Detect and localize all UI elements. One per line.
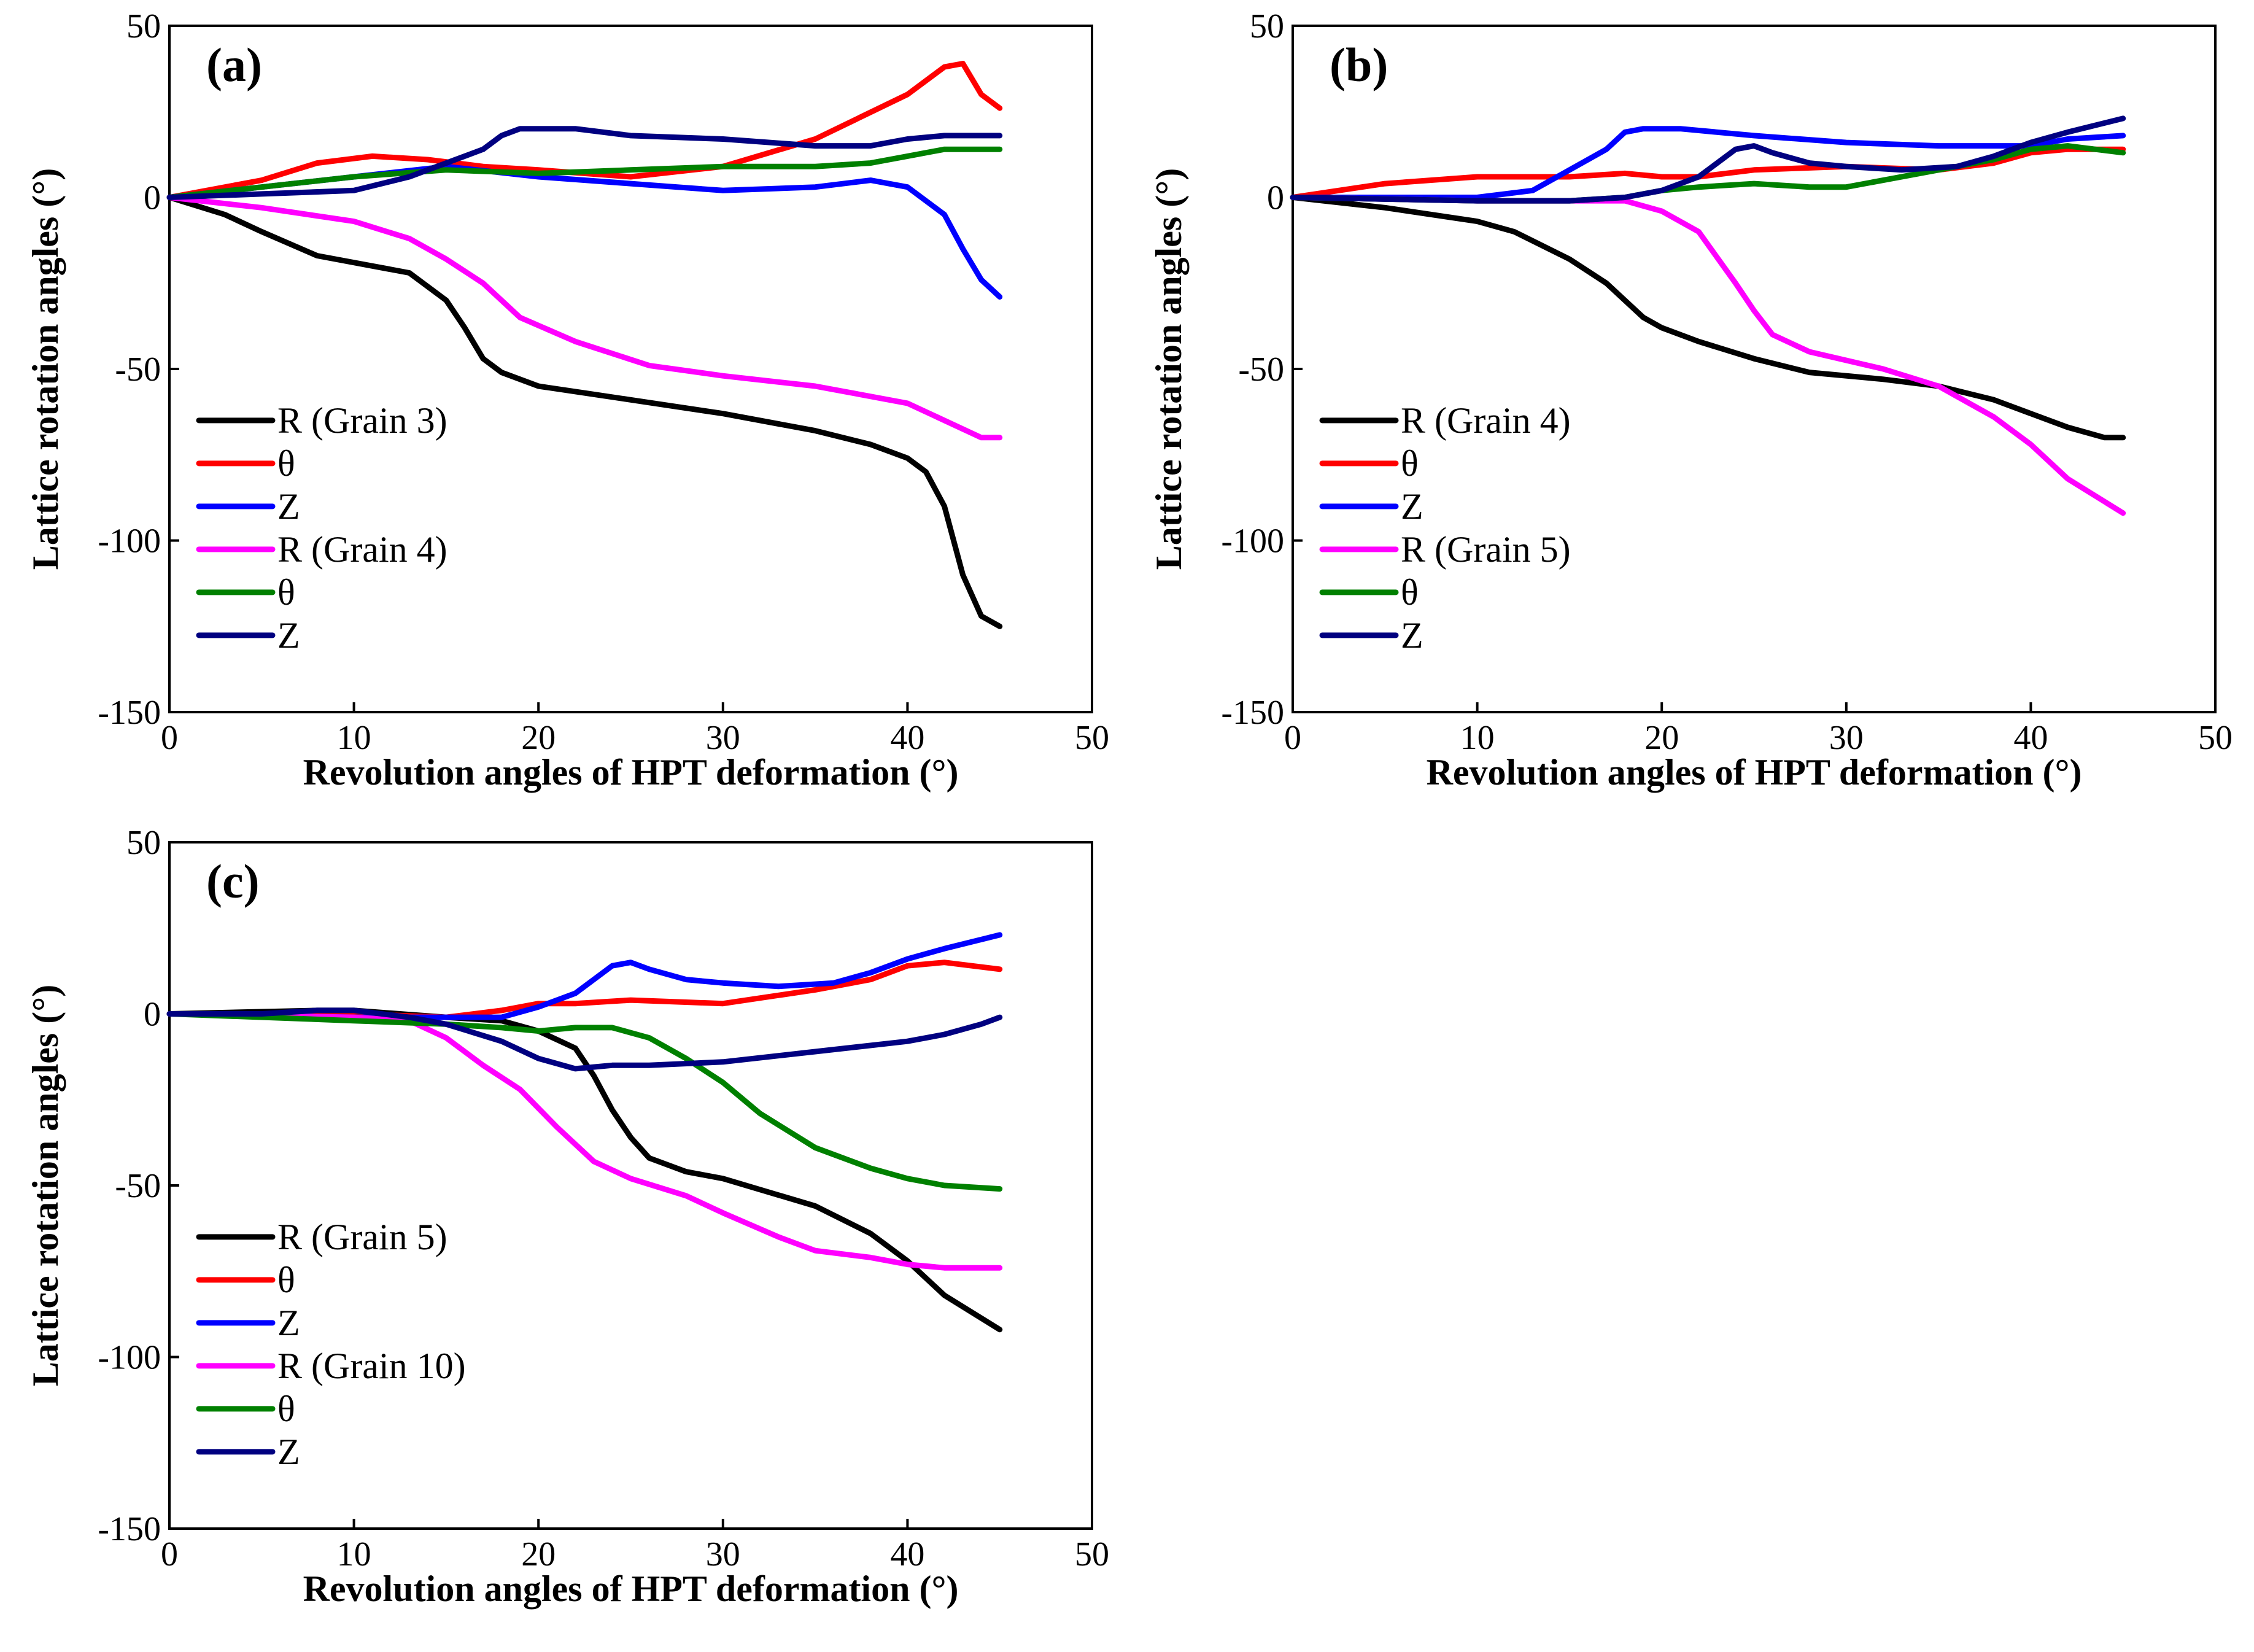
x-tick-label: 40 — [2013, 719, 2048, 757]
x-tick-label: 50 — [2198, 719, 2233, 757]
chart-panel-c: 0 10 20 30 40 50 50 0 -50 -100 -150 Revolution angl… — [25, 824, 1109, 1609]
legend-entry: Z — [1401, 486, 1423, 527]
legend-entry: θ — [1401, 572, 1419, 613]
y-tick-label: 0 — [1267, 179, 1284, 217]
legend-entry: θ — [277, 443, 295, 484]
panel-label: (c) — [206, 855, 260, 908]
y-tick-label: 50 — [1250, 7, 1284, 45]
y-tick-label: -100 — [98, 1339, 161, 1377]
x-tick-label: 50 — [1075, 719, 1109, 757]
y-tick-label: 50 — [126, 7, 161, 45]
panel-label: (a) — [206, 38, 262, 91]
series-line-5 — [166, 146, 1003, 200]
legend-entry: Z — [277, 1432, 300, 1472]
legend-entry: R (Grain 10) — [277, 1346, 466, 1386]
chart-panel-a: 0 10 20 30 40 50 50 0 -50 -100 -150 Revolution angl… — [25, 7, 1109, 793]
legend-entry: R (Grain 4) — [277, 529, 447, 570]
legend-entry: θ — [277, 1260, 295, 1300]
x-tick-label: 10 — [337, 1535, 371, 1573]
x-tick-label: 30 — [706, 719, 740, 757]
x-tick-label: 10 — [1460, 719, 1495, 757]
y-tick-label: 0 — [144, 179, 161, 217]
y-tick-label: -150 — [98, 694, 161, 732]
y-tick-label: 50 — [126, 824, 161, 862]
x-tick-label: 30 — [1829, 719, 1864, 757]
series-line-2 — [166, 61, 1003, 200]
y-tick-label: -50 — [1238, 351, 1284, 389]
x-axis-title: Revolution angles of HPT deformation (°) — [1427, 752, 2082, 793]
x-tick-label: 40 — [890, 1535, 924, 1573]
x-tick-label: 0 — [161, 719, 178, 757]
series-line-6 — [166, 1007, 1003, 1072]
y-tick-label: -100 — [1221, 522, 1284, 560]
x-tick-label: 20 — [521, 719, 556, 757]
x-tick-label: 20 — [521, 1535, 556, 1573]
legend-entry: Z — [277, 615, 300, 656]
plot-frame — [168, 25, 1093, 713]
y-axis-title: Lattice rotation angles (°) — [1148, 168, 1189, 570]
legend-entry: Z — [277, 1303, 300, 1343]
y-tick-label: 0 — [144, 996, 161, 1034]
legend-entry: Z — [1401, 615, 1423, 656]
x-axis-title: Revolution angles of HPT deformation (°) — [303, 752, 959, 793]
series-line-3 — [166, 932, 1003, 1020]
chart-panel-b: 0 10 20 30 40 50 50 0 -50 -100 -150 Revolution angl… — [1148, 7, 2233, 793]
y-axis-title: Lattice rotation angles (°) — [25, 168, 66, 570]
x-tick-label: 20 — [1644, 719, 1679, 757]
x-tick-label: 40 — [890, 719, 924, 757]
x-tick-label: 0 — [161, 1535, 178, 1573]
series-line-6 — [1290, 115, 2126, 204]
series-line-4 — [166, 195, 1003, 441]
x-tick-label: 50 — [1075, 1535, 1109, 1573]
legend-entry: θ — [277, 572, 295, 613]
y-tick-label: -150 — [1221, 694, 1284, 732]
legend-entry: R (Grain 4) — [1401, 400, 1571, 441]
series-line-1 — [1290, 195, 2126, 441]
x-tick-label: 0 — [1284, 719, 1301, 757]
x-tick-label: 30 — [706, 1535, 740, 1573]
legend-entry: R (Grain 5) — [1401, 529, 1571, 570]
legend-entry: R (Grain 3) — [277, 400, 447, 441]
series-line-4 — [166, 1011, 1003, 1271]
legend-entry: Z — [277, 486, 300, 527]
x-axis-title: Revolution angles of HPT deformation (°) — [303, 1569, 959, 1609]
series-line-5 — [166, 1011, 1003, 1192]
legend-entry: R (Grain 5) — [277, 1217, 447, 1257]
panel-label: (b) — [1330, 38, 1388, 91]
series-line-2 — [1290, 146, 2126, 200]
series-line-6 — [166, 126, 1003, 200]
y-axis-title: Lattice rotation angles (°) — [25, 985, 66, 1386]
y-tick-label: -50 — [115, 351, 161, 389]
y-tick-label: -50 — [115, 1167, 161, 1205]
legend-entry: θ — [277, 1389, 295, 1429]
y-tick-label: -150 — [98, 1510, 161, 1548]
x-tick-label: 10 — [337, 719, 371, 757]
legend-entry: θ — [1401, 443, 1419, 484]
series-line-1 — [166, 195, 1003, 629]
y-tick-label: -100 — [98, 522, 161, 560]
